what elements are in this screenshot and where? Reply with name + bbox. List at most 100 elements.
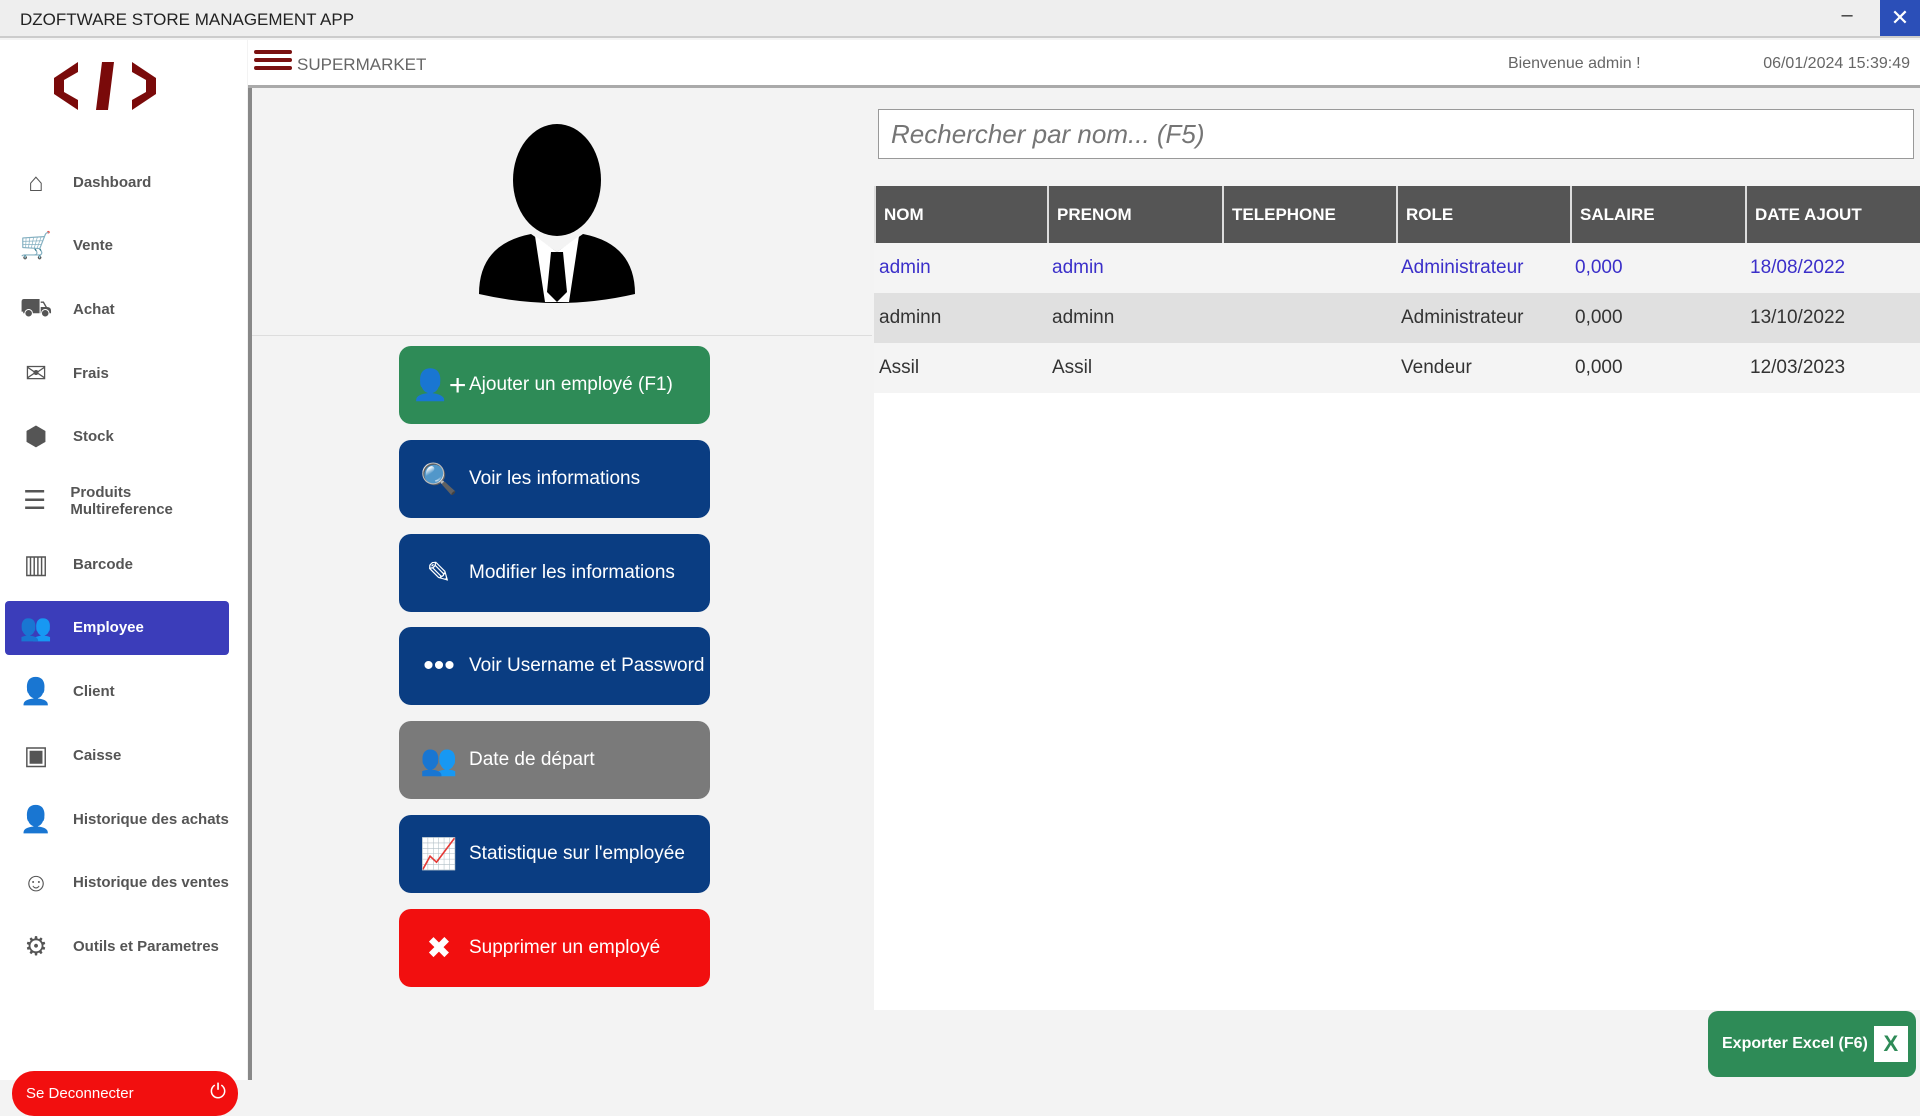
table-cell: 0,000 xyxy=(1575,257,1623,278)
barcode-icon: ▥ xyxy=(23,548,49,579)
date-de-de-part-button[interactable]: 👥 Date de départ xyxy=(399,721,710,799)
action-panel: 👤+ Ajouter un employé (F1) 🔍 Voir les infor… xyxy=(248,88,872,1080)
sidebar-item-label: Produits Multireference xyxy=(70,483,173,518)
sidebar-item-label: Historique des achats xyxy=(73,810,229,828)
action-icon: 📈 xyxy=(420,837,458,871)
sidebar-item-stock[interactable]: ⬢ Stock xyxy=(5,410,229,464)
sidebar: ⌂ Dashboard 🛒 Vente ⛟ Achat ✉ Frais ⬢ Stock ☰ Produ… xyxy=(0,40,247,1116)
table-cell: 18/08/2022 xyxy=(1750,257,1846,278)
table-cell: 12/03/2023 xyxy=(1750,357,1846,378)
sidebar-item-label: Outils et Parametres xyxy=(73,937,219,955)
action-icon: 👥 xyxy=(420,743,458,777)
window-title: DZOFTWARE STORE MANAGEMENT APP xyxy=(20,10,355,29)
client-icon: 👤 xyxy=(19,676,53,707)
voir-username-et-password-button[interactable]: ••• Voir Username et Password xyxy=(399,627,710,705)
action-label: Supprimer un employé xyxy=(469,937,661,958)
vente-icon: 🛒 xyxy=(19,230,53,261)
table-cell: adminn xyxy=(879,307,942,328)
sidebar-item-caisse[interactable]: ▣ Caisse xyxy=(5,728,229,782)
dashboard-icon: ⌂ xyxy=(28,166,44,197)
sidebar-item-historique-des-ventes[interactable]: ☺ Historique des ventes xyxy=(5,856,229,910)
statistique-sur-l-employe-e-button[interactable]: 📈 Statistique sur l'employée xyxy=(399,815,710,893)
export-excel-button[interactable]: Exporter Excel (F6) X xyxy=(1708,1011,1916,1077)
sidebar-item-employee[interactable]: 👥 Employee xyxy=(5,600,229,655)
sidebar-item-achat[interactable]: ⛟ Achat xyxy=(5,282,229,336)
sidebar-item-label: Frais xyxy=(73,364,109,382)
title-bar: DZOFTWARE STORE MANAGEMENT APP – ✕ xyxy=(0,0,1920,38)
action-label: Modifier les informations xyxy=(469,562,675,583)
action-label: Date de départ xyxy=(469,749,595,770)
ajouter-un-employe-f-button[interactable]: 👤+ Ajouter un employé (F1) xyxy=(399,346,710,424)
minimize-button[interactable]: – xyxy=(1841,4,1853,26)
modifier-les-informations-button[interactable]: ✎ Modifier les informations xyxy=(399,534,710,612)
supprimer-un-employe-button[interactable]: ✖ Supprimer un employé xyxy=(399,909,710,987)
column-header[interactable]: PRENOM xyxy=(1047,186,1222,243)
sidebar-item-produits-multireference[interactable]: ☰ Produits Multireference xyxy=(5,474,229,528)
app-logo xyxy=(54,62,156,110)
sidebar-item-label: Achat xyxy=(73,300,115,318)
power-icon: ⏻ xyxy=(210,1081,226,1103)
sidebar-item-historique-des-achats[interactable]: 👤 Historique des achats xyxy=(5,792,229,846)
action-icon: 🔍 xyxy=(420,462,458,496)
historique-des-ventes-icon: ☺ xyxy=(22,867,50,898)
employee-avatar-icon xyxy=(479,124,635,303)
table-row[interactable]: adminn adminn Administrateur 0,000 13/10/202… xyxy=(874,293,1920,343)
sidebar-item-outils-et-parametres[interactable]: ⚙ Outils et Parametres xyxy=(5,919,229,973)
employee-table: NOM PRENOM TELEPHONE ROLE SALAIRE DATE AJOUT … xyxy=(874,186,1920,1010)
top-header: SUPERMARKET Bienvenue admin ! 06/01/2024… xyxy=(248,40,1920,88)
table-cell: admin xyxy=(879,257,931,278)
action-label: Voir Username et Password xyxy=(469,655,705,676)
table-header: NOM PRENOM TELEPHONE ROLE SALAIRE DATE AJOUT xyxy=(874,186,1920,243)
column-header[interactable]: DATE AJOUT xyxy=(1745,186,1920,243)
sidebar-item-label: Dashboard xyxy=(73,173,152,191)
action-label: Statistique sur l'employée xyxy=(469,843,685,864)
datetime: 06/01/2024 15:39:49 xyxy=(1763,55,1910,72)
column-header[interactable]: TELEPHONE xyxy=(1222,186,1396,243)
sidebar-item-barcode[interactable]: ▥ Barcode xyxy=(5,537,229,591)
action-icon: ✖ xyxy=(426,931,452,965)
sidebar-item-label: Employee xyxy=(73,619,144,637)
table-cell: admin xyxy=(1052,257,1104,278)
table-cell: adminn xyxy=(1052,307,1115,328)
search-input[interactable] xyxy=(878,109,1914,159)
sidebar-item-label: Client xyxy=(73,683,115,701)
sidebar-item-dashboard[interactable]: ⌂ Dashboard xyxy=(5,155,229,209)
action-label: Voir les informations xyxy=(469,468,641,489)
action-icon: ••• xyxy=(423,649,455,682)
table-cell: Vendeur xyxy=(1401,357,1472,378)
table-row[interactable]: admin admin Administrateur 0,000 18/08/2022 xyxy=(874,243,1920,293)
table-cell: 0,000 xyxy=(1575,357,1623,378)
frais-icon: ✉ xyxy=(25,357,47,388)
action-label: Ajouter un employé (F1) xyxy=(469,374,673,395)
sidebar-item-frais[interactable]: ✉ Frais xyxy=(5,346,229,400)
table-cell: Assil xyxy=(1052,357,1093,378)
table-cell: Administrateur xyxy=(1401,257,1524,278)
action-icon: 👤+ xyxy=(411,368,467,402)
menu-icon[interactable] xyxy=(254,46,292,80)
welcome-text: Bienvenue admin ! xyxy=(1508,55,1641,72)
sidebar-item-client[interactable]: 👤 Client xyxy=(5,665,229,719)
sidebar-item-label: Barcode xyxy=(73,555,134,573)
column-header[interactable]: ROLE xyxy=(1396,186,1570,243)
employee-icon: 👥 xyxy=(19,612,53,643)
export-label: Exporter Excel (F6) xyxy=(1722,1035,1868,1052)
logout-button[interactable]: Se Deconnecter ⏻ xyxy=(12,1071,238,1116)
close-button[interactable]: ✕ xyxy=(1880,0,1920,36)
sidebar-item-label: Caisse xyxy=(73,746,122,764)
table-cell: Assil xyxy=(879,357,920,378)
column-header[interactable]: NOM xyxy=(874,186,1047,243)
caisse-icon: ▣ xyxy=(23,739,49,770)
historique-des-achats-icon: 👤 xyxy=(19,803,53,834)
sidebar-item-vente[interactable]: 🛒 Vente xyxy=(5,219,229,273)
column-header[interactable]: SALAIRE xyxy=(1570,186,1745,243)
outils-et-parametres-icon: ⚙ xyxy=(24,930,48,961)
stock-icon: ⬢ xyxy=(24,421,48,452)
voir-les-informations-button[interactable]: 🔍 Voir les informations xyxy=(399,440,710,518)
table-row[interactable]: Assil Assil Vendeur 0,000 12/03/2023 xyxy=(874,343,1920,393)
avatar-area xyxy=(252,88,872,336)
produits-multireference-icon: ☰ xyxy=(23,485,47,515)
table-cell: 0,000 xyxy=(1575,307,1623,328)
logout-label: Se Deconnecter xyxy=(26,1085,134,1102)
table-cell: 13/10/2022 xyxy=(1750,307,1846,328)
sidebar-item-label: Stock xyxy=(73,428,114,446)
